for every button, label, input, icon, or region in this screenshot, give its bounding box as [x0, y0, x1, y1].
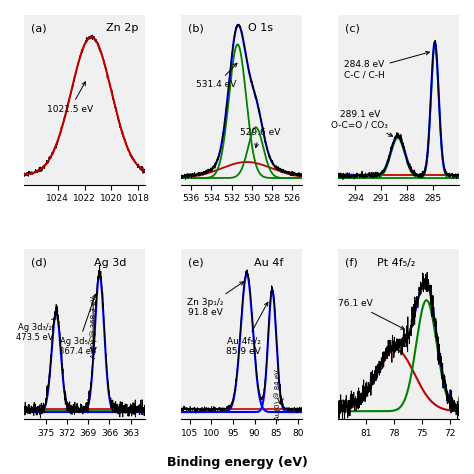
- Text: Ag 3d: Ag 3d: [94, 258, 127, 268]
- Text: (f): (f): [346, 258, 358, 268]
- Text: 284.8 eV
C-C / C-H: 284.8 eV C-C / C-H: [344, 51, 429, 80]
- Text: Au 4f₅/₂
85.9 eV: Au 4f₅/₂ 85.9 eV: [227, 302, 268, 356]
- Text: O 1s: O 1s: [247, 24, 273, 34]
- Text: Binding energy (eV): Binding energy (eV): [166, 456, 308, 469]
- Text: Au 4f: Au 4f: [254, 258, 283, 268]
- Text: Zn 2p: Zn 2p: [106, 24, 139, 34]
- Text: Ag 3d₅/₂
367.4 eV: Ag 3d₅/₂ 367.4 eV: [59, 294, 96, 356]
- Text: Ag(0) @ 368.3 eV: Ag(0) @ 368.3 eV: [91, 295, 98, 357]
- Text: 1021.5 eV: 1021.5 eV: [47, 82, 93, 114]
- Text: Ag 3d₃/₂
473.5 eV: Ag 3d₃/₂ 473.5 eV: [16, 319, 56, 342]
- Text: 289.1 eV
O-C=O / CO₃: 289.1 eV O-C=O / CO₃: [331, 110, 392, 136]
- Text: (a): (a): [31, 24, 47, 34]
- Text: (b): (b): [189, 24, 204, 34]
- Text: (c): (c): [346, 24, 360, 34]
- Text: Pt 4f₅/₂: Pt 4f₅/₂: [377, 258, 415, 268]
- Text: 76.1 eV: 76.1 eV: [337, 299, 404, 329]
- Text: 529.6 eV: 529.6 eV: [239, 128, 280, 147]
- Text: (d): (d): [31, 258, 47, 268]
- Text: (e): (e): [189, 258, 204, 268]
- Text: 531.4 eV: 531.4 eV: [196, 63, 237, 89]
- Text: Au(0) @ 84 eV: Au(0) @ 84 eV: [275, 369, 282, 419]
- Text: Zn 3p₁/₂
91.8 eV: Zn 3p₁/₂ 91.8 eV: [187, 282, 244, 318]
